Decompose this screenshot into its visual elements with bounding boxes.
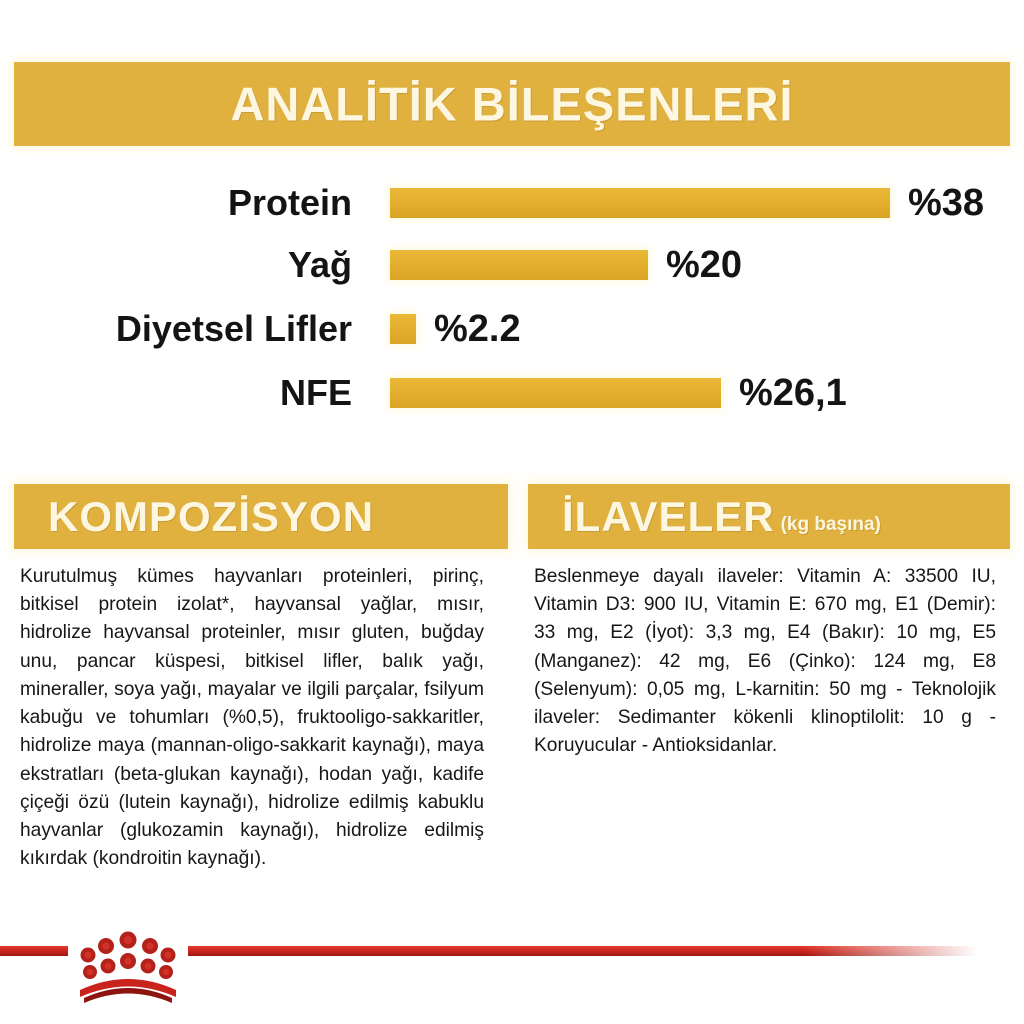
composition-header-title: KOMPOZİSYON [48,492,375,540]
bar-fill-nfe [390,378,721,408]
bar-track-protein: %38 [390,184,984,222]
additives-header-title: İLAVELER [562,492,775,540]
additives-header-subtitle: (kg başına) [780,514,881,535]
additives-body-text: Beslenmeye dayalı ilaveler: Vitamin A: 3… [534,566,996,757]
brand-footer [0,928,1024,1008]
bar-track-nfe: %26,1 [390,374,847,412]
bar-value-protein: %38 [908,182,985,224]
bar-track-diyetsel-lifler: %2.2 [390,310,521,348]
chart-row-diyetsel-lifler: Diyetsel Lifler %2.2 [0,298,1024,360]
bar-label-protein: Protein [227,182,352,223]
bar-label-nfe: NFE [280,372,352,413]
brand-rule-left [0,946,68,956]
chart-row-protein: Protein %38 [0,172,1024,234]
analytic-header-band: ANALİTİK BİLEŞENLERİ [14,62,1010,146]
composition-panel: KOMPOZİSYON Kurutulmuş kümes hayvanları … [14,484,508,873]
bar-fill-protein [390,188,890,218]
composition-body-text: Kurutulmuş kümes hayvanları proteinleri,… [20,566,484,870]
bar-value-diyetsel-lifler: %2.2 [434,308,521,350]
additives-header-band: İLAVELER (kg başına) [528,484,1010,549]
chart-row-nfe: NFE %26,1 [0,362,1024,424]
brand-rule-right [188,946,978,956]
bar-fill-diyetsel-lifler [390,314,416,344]
bar-label-yag: Yağ [287,244,352,285]
bar-fill-yag [390,250,648,280]
bar-value-nfe: %26,1 [739,372,847,414]
chart-row-yag: Yağ %20 [0,234,1024,296]
additives-panel: İLAVELER (kg başına) Beslenmeye dayalı i… [528,484,1010,761]
composition-header-band: KOMPOZİSYON [14,484,508,549]
bar-track-yag: %20 [390,246,742,284]
analytic-bar-chart: Protein %38 Yağ %20 Diyetsel Lifler %2.2… [0,172,1024,422]
analytic-header-title: ANALİTİK BİLEŞENLERİ [230,77,794,131]
bar-label-diyetsel-lifler: Diyetsel Lifler [115,308,352,349]
royal-canin-crown-icon [80,931,176,1003]
bar-value-yag: %20 [666,244,743,286]
